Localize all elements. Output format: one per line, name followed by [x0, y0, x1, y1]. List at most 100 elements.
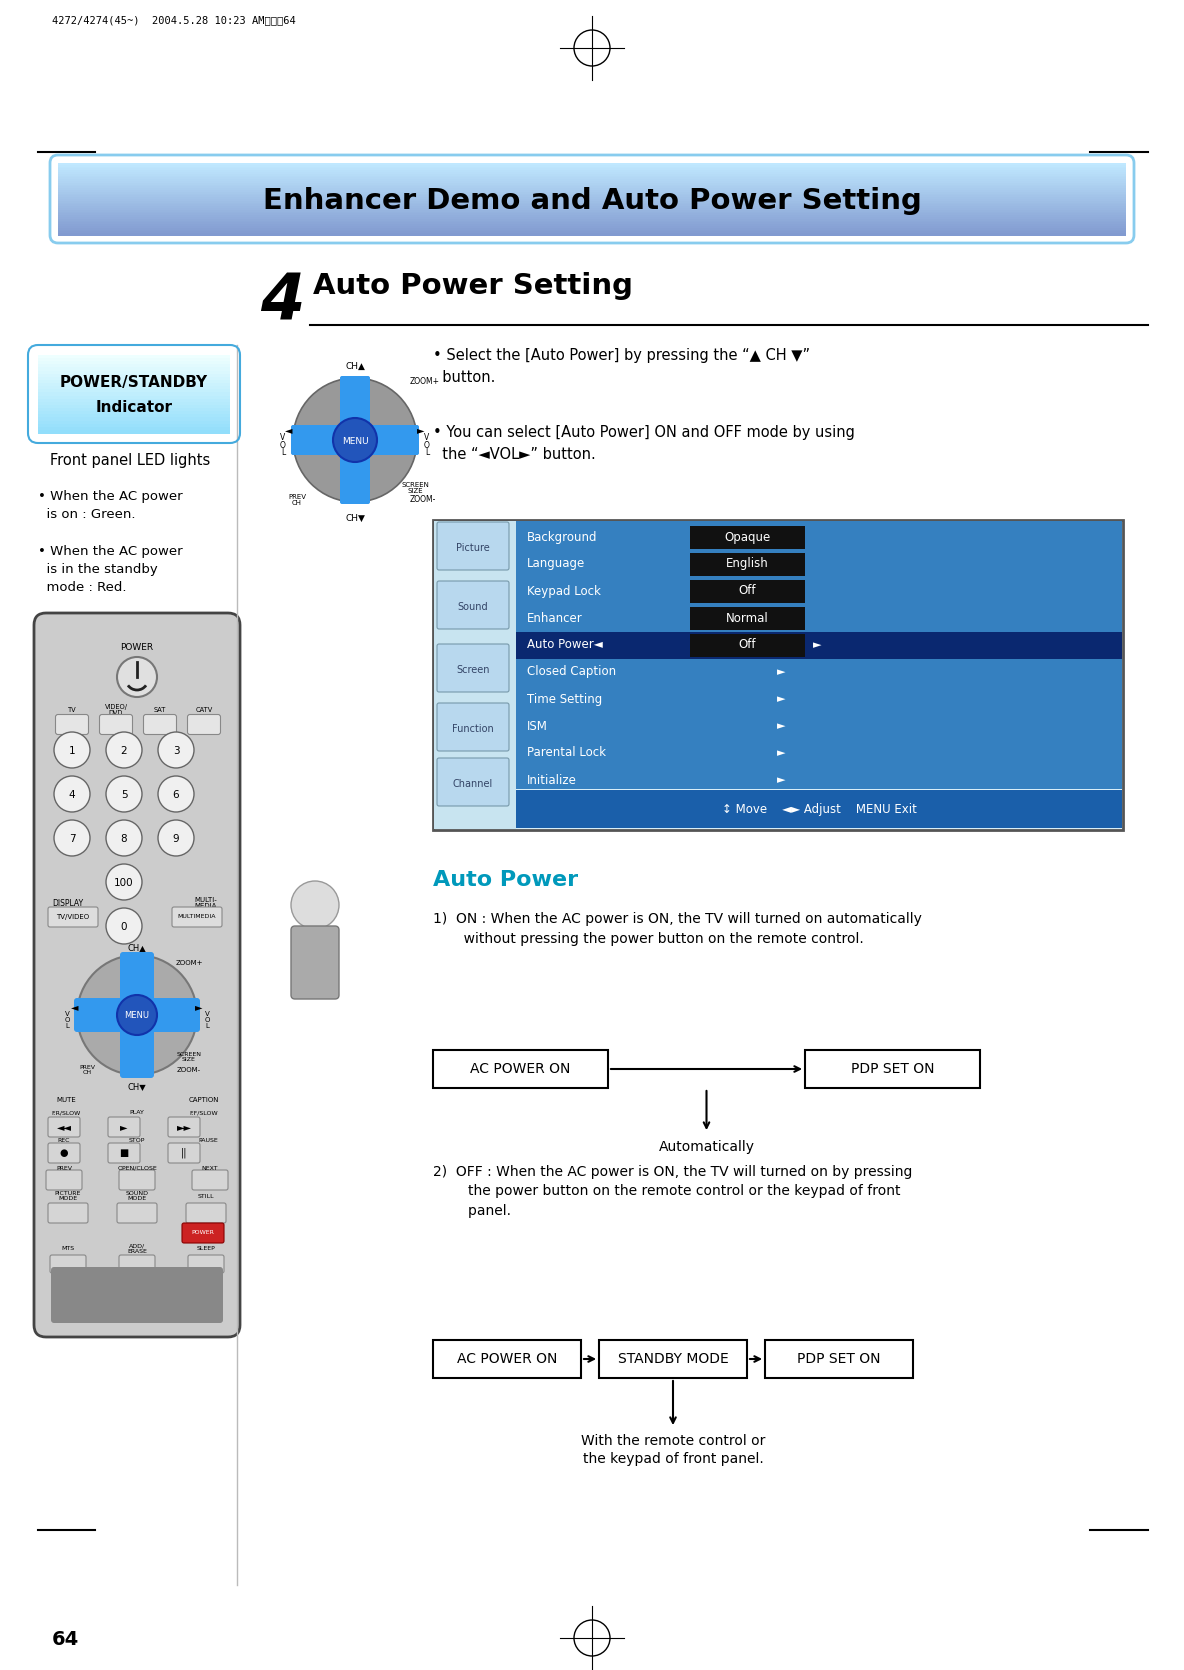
Text: English: English — [726, 558, 768, 571]
Text: Time Setting: Time Setting — [527, 693, 603, 705]
FancyBboxPatch shape — [58, 187, 1126, 189]
FancyBboxPatch shape — [188, 1254, 224, 1273]
FancyBboxPatch shape — [186, 1202, 226, 1222]
FancyBboxPatch shape — [38, 404, 230, 409]
Text: NEXT: NEXT — [201, 1166, 218, 1171]
Circle shape — [291, 882, 339, 929]
FancyBboxPatch shape — [58, 220, 1126, 224]
FancyBboxPatch shape — [187, 715, 220, 735]
Text: ◄: ◄ — [71, 1002, 79, 1012]
FancyBboxPatch shape — [38, 361, 230, 366]
Text: Auto Power◄: Auto Power◄ — [527, 638, 603, 651]
FancyBboxPatch shape — [38, 382, 230, 387]
Text: VIDEO/
DVD: VIDEO/ DVD — [104, 703, 128, 716]
Text: • Select the [Auto Power] by pressing the “▲ CH ▼”
  button.: • Select the [Auto Power] by pressing th… — [433, 347, 810, 384]
Text: OPEN/CLOSE: OPEN/CLOSE — [117, 1166, 156, 1171]
Text: Opaque: Opaque — [725, 531, 771, 543]
Circle shape — [292, 377, 417, 503]
Text: ►: ► — [777, 666, 785, 676]
Text: ►: ► — [195, 1002, 202, 1012]
FancyBboxPatch shape — [58, 225, 1126, 229]
FancyBboxPatch shape — [765, 1339, 913, 1378]
Text: CH▼: CH▼ — [345, 513, 365, 523]
FancyBboxPatch shape — [291, 424, 358, 454]
FancyBboxPatch shape — [73, 999, 140, 1032]
FancyBboxPatch shape — [38, 389, 230, 394]
Text: • When the AC power
  is on : Green.: • When the AC power is on : Green. — [38, 489, 182, 521]
Circle shape — [54, 731, 90, 768]
FancyBboxPatch shape — [58, 234, 1126, 235]
FancyBboxPatch shape — [58, 194, 1126, 197]
FancyBboxPatch shape — [340, 438, 369, 504]
Circle shape — [117, 656, 157, 696]
Text: ZOOM-: ZOOM- — [176, 1067, 201, 1074]
FancyBboxPatch shape — [120, 952, 154, 1019]
Text: Off: Off — [739, 638, 757, 651]
Text: ◄: ◄ — [285, 424, 292, 434]
FancyBboxPatch shape — [172, 907, 223, 927]
FancyBboxPatch shape — [58, 219, 1126, 222]
FancyBboxPatch shape — [38, 377, 230, 381]
FancyBboxPatch shape — [38, 381, 230, 384]
FancyBboxPatch shape — [58, 210, 1126, 212]
Text: Picture: Picture — [456, 543, 490, 553]
Text: V
O
L: V O L — [424, 433, 430, 458]
FancyBboxPatch shape — [120, 1254, 155, 1273]
FancyBboxPatch shape — [38, 367, 230, 372]
FancyBboxPatch shape — [38, 418, 230, 421]
FancyBboxPatch shape — [58, 169, 1126, 172]
FancyBboxPatch shape — [38, 399, 230, 402]
FancyBboxPatch shape — [58, 189, 1126, 190]
Text: V
O
L: V O L — [205, 1012, 210, 1029]
FancyBboxPatch shape — [58, 172, 1126, 175]
Text: 0: 0 — [121, 922, 127, 932]
FancyBboxPatch shape — [56, 715, 89, 735]
FancyBboxPatch shape — [58, 190, 1126, 192]
Text: With the remote control or
the keypad of front panel.: With the remote control or the keypad of… — [581, 1435, 765, 1466]
Circle shape — [54, 777, 90, 812]
FancyBboxPatch shape — [38, 411, 230, 416]
Circle shape — [157, 731, 194, 768]
FancyBboxPatch shape — [599, 1339, 747, 1378]
FancyBboxPatch shape — [46, 1171, 82, 1191]
Text: 8: 8 — [121, 833, 128, 843]
Text: SAT: SAT — [154, 706, 166, 713]
FancyBboxPatch shape — [38, 407, 230, 412]
FancyBboxPatch shape — [58, 215, 1126, 219]
FancyBboxPatch shape — [58, 205, 1126, 209]
Text: CATV: CATV — [195, 706, 213, 713]
Text: MENU: MENU — [124, 1012, 149, 1020]
FancyBboxPatch shape — [291, 925, 339, 999]
Circle shape — [117, 995, 157, 1035]
FancyBboxPatch shape — [58, 229, 1126, 232]
Text: ►►: ►► — [176, 1122, 192, 1132]
Text: CH▼: CH▼ — [128, 1082, 147, 1092]
Text: • When the AC power
  is in the standby
  mode : Red.: • When the AC power is in the standby mo… — [38, 544, 182, 595]
FancyBboxPatch shape — [38, 402, 230, 406]
FancyBboxPatch shape — [49, 1142, 81, 1162]
Text: STILL: STILL — [198, 1194, 214, 1199]
Text: Front panel LED lights: Front panel LED lights — [50, 453, 211, 468]
Text: ■: ■ — [120, 1147, 129, 1157]
Text: 7: 7 — [69, 833, 76, 843]
FancyBboxPatch shape — [38, 429, 230, 434]
Text: ►: ► — [777, 748, 785, 758]
FancyBboxPatch shape — [690, 553, 805, 576]
Text: PREV: PREV — [56, 1166, 72, 1171]
Text: PAUSE: PAUSE — [198, 1139, 218, 1144]
FancyBboxPatch shape — [49, 907, 98, 927]
Text: ►: ► — [417, 424, 425, 434]
FancyBboxPatch shape — [433, 519, 1122, 830]
Circle shape — [54, 820, 90, 857]
Text: MUTE: MUTE — [56, 1097, 76, 1102]
Text: ►: ► — [121, 1122, 128, 1132]
FancyBboxPatch shape — [51, 1268, 223, 1323]
Text: TV: TV — [67, 706, 76, 713]
FancyBboxPatch shape — [38, 357, 230, 362]
FancyBboxPatch shape — [38, 396, 230, 399]
FancyBboxPatch shape — [117, 1202, 157, 1222]
Text: STANDBY MODE: STANDBY MODE — [618, 1353, 728, 1366]
Text: SOUND
MODE: SOUND MODE — [126, 1191, 148, 1201]
Text: ADD/
ERASE: ADD/ ERASE — [127, 1244, 147, 1254]
FancyBboxPatch shape — [38, 364, 230, 369]
